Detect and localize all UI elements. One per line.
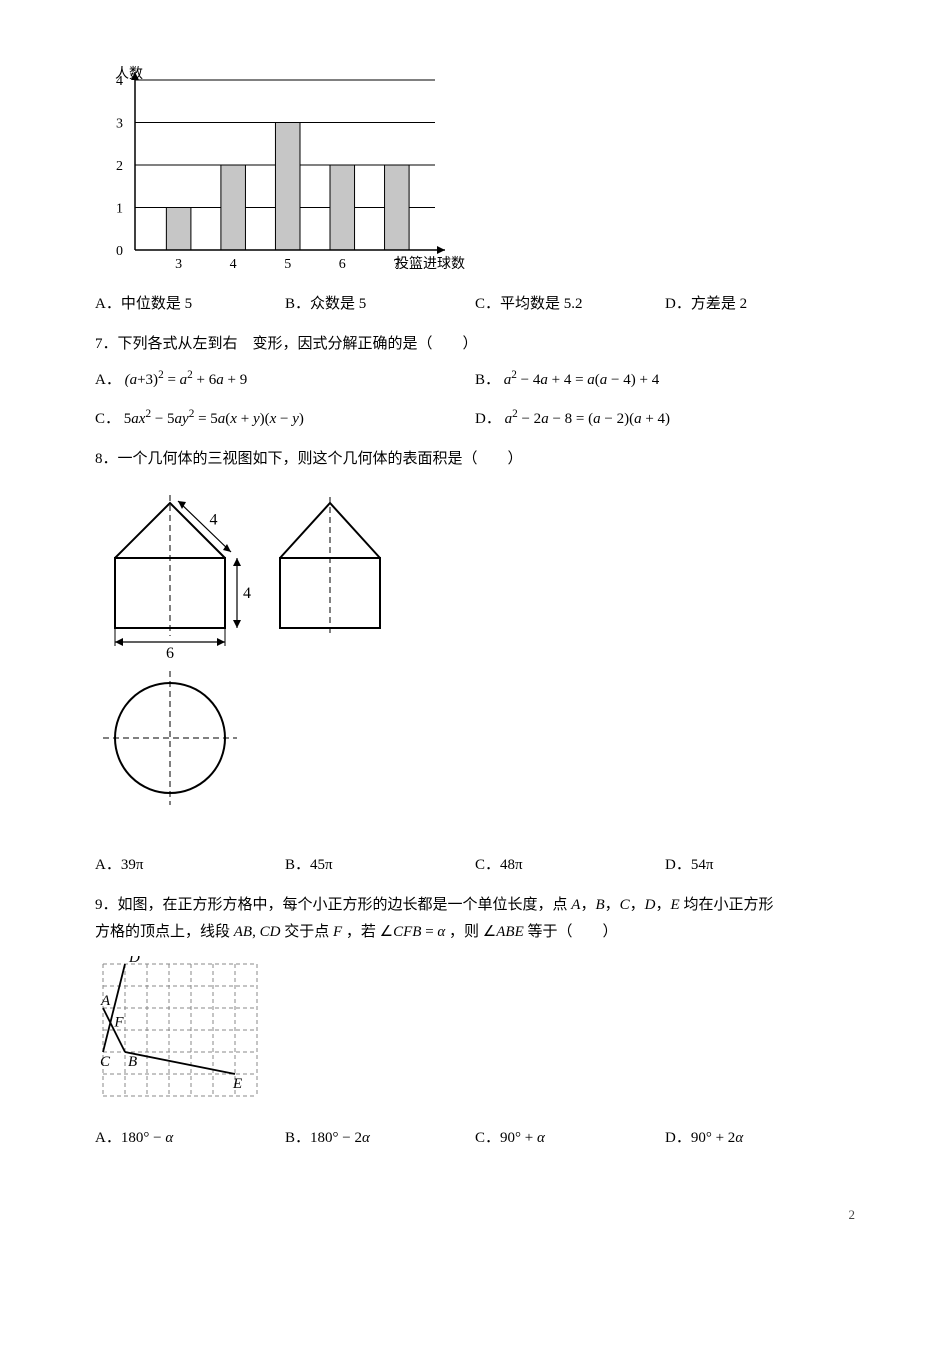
q9-t4: ，若 xyxy=(346,924,380,940)
q6-bar-chart: 0123434567人数投篮进球数 xyxy=(95,60,855,280)
q6-options: A．中位数是 5 B．众数是 5 C．平均数是 5.2 D．方差是 2 xyxy=(95,292,855,313)
q8-text: 8．一个几何体的三视图如下，则这个几何体的表面积是（ ） xyxy=(95,446,855,473)
q9-sep: ， xyxy=(580,897,595,913)
q9-options: A．180° − α B．180° − 2α C．90° + α D．90° +… xyxy=(95,1126,855,1147)
svg-text:1: 1 xyxy=(116,202,123,217)
q7-b-label: B． xyxy=(475,372,500,388)
svg-text:E: E xyxy=(232,1076,242,1092)
q7-text: 7．下列各式从左到右 变形，因式分解正确的是（ ） xyxy=(95,331,855,358)
svg-text:4: 4 xyxy=(243,585,251,602)
q9-d-label: D． xyxy=(665,1130,691,1146)
svg-text:2: 2 xyxy=(116,159,123,174)
q8-d-label: D． xyxy=(665,857,691,873)
svg-text:3: 3 xyxy=(175,257,182,272)
q8-c-val: 48π xyxy=(500,857,523,873)
q7-d-label: D． xyxy=(475,411,501,427)
q6-opt-a: A．中位数是 5 xyxy=(95,292,285,313)
q7-opt-d: D． a2 − 2a − 8 = (a − 2)(a + 4) xyxy=(475,407,855,428)
svg-text:C: C xyxy=(100,1054,111,1070)
q9-opt-b: B．180° − 2α xyxy=(285,1126,475,1147)
svg-text:0: 0 xyxy=(116,244,123,259)
q8-opt-a: A．39π xyxy=(95,853,285,874)
q9-a-label: A． xyxy=(95,1130,121,1146)
q9-ang2: ∠ABE xyxy=(483,924,524,940)
q6-opt-d: D．方差是 2 xyxy=(665,292,855,313)
svg-text:A: A xyxy=(100,993,111,1009)
q9-t5: ，则 xyxy=(449,924,483,940)
three-view-svg: 4 4 6 xyxy=(95,483,415,843)
q9-b-val: 180° − 2α xyxy=(310,1130,370,1146)
q9-opt-c: C．90° + α xyxy=(475,1126,665,1147)
q7-b-math: a2 − 4a + 4 = a(a − 4) + 4 xyxy=(504,372,659,388)
q9-t6: 等于（ ） xyxy=(528,924,618,940)
q8-diagram: 4 4 6 xyxy=(95,483,855,843)
q6-opt-c: C．平均数是 5.2 xyxy=(475,292,665,313)
q8-a-label: A． xyxy=(95,857,121,873)
q8-opt-b: B．45π xyxy=(285,853,475,874)
svg-text:3: 3 xyxy=(116,117,123,132)
q8-opt-c: C．48π xyxy=(475,853,665,874)
svg-text:投篮进球数: 投篮进球数 xyxy=(395,256,465,272)
q9-a-val: 180° − α xyxy=(121,1130,173,1146)
q9-ptF: F xyxy=(333,924,342,940)
q8-opt-d: D．54π xyxy=(665,853,855,874)
grid-diagram-svg: D A C B E F xyxy=(95,956,275,1116)
q9-ang1: ∠CFB = α xyxy=(380,924,446,940)
q9-t1: 9．如图，在正方形方格中，每个小正方形的边长都是一个单位长度，点 xyxy=(95,897,571,913)
svg-text:F: F xyxy=(113,1015,124,1031)
q8-c-label: C． xyxy=(475,857,500,873)
q8-a-val: 39π xyxy=(121,857,144,873)
svg-text:6: 6 xyxy=(166,645,174,662)
q8-b-val: 45π xyxy=(310,857,333,873)
q9-c-label: C． xyxy=(475,1130,500,1146)
svg-text:6: 6 xyxy=(339,257,346,272)
q9-d-val: 90° + 2α xyxy=(691,1130,743,1146)
q8-b-label: B． xyxy=(285,857,310,873)
q9-c-val: 90° + α xyxy=(500,1130,545,1146)
svg-text:人数: 人数 xyxy=(115,66,143,82)
q7-a-math: (a+3)2 = a2 + 6a + 9 xyxy=(125,372,248,388)
bar-chart-svg: 0123434567人数投篮进球数 xyxy=(95,60,475,280)
q7-options-row2: C． 5ax2 − 5ay2 = 5a(x + y)(x − y) D． a2 … xyxy=(95,407,855,428)
q7-d-math: a2 − 2a − 8 = (a − 2)(a + 4) xyxy=(505,411,670,427)
q9-t2b: 方格的顶点上，线段 xyxy=(95,924,234,940)
q7-opt-b: B． a2 − 4a + 4 = a(a − 4) + 4 xyxy=(475,368,855,389)
q8-options: A．39π B．45π C．48π D．54π xyxy=(95,853,855,874)
q9-opt-d: D．90° + 2α xyxy=(665,1126,855,1147)
q9-diagram: D A C B E F xyxy=(95,956,855,1116)
svg-text:D: D xyxy=(128,956,140,966)
q7-opt-c: C． 5ax2 − 5ay2 = 5a(x + y)(x − y) xyxy=(95,407,475,428)
q7-c-label: C． xyxy=(95,411,120,427)
q9-text: 9．如图，在正方形方格中，每个小正方形的边长都是一个单位长度，点 A，B，C，D… xyxy=(95,892,855,946)
q6-opt-b: B．众数是 5 xyxy=(285,292,475,313)
svg-text:4: 4 xyxy=(230,257,237,272)
svg-text:B: B xyxy=(128,1054,137,1070)
page-number: 2 xyxy=(95,1207,855,1223)
q7-a-label: A． xyxy=(95,372,121,388)
svg-text:4: 4 xyxy=(210,512,218,529)
svg-text:5: 5 xyxy=(284,257,291,272)
q9-b-label: B． xyxy=(285,1130,310,1146)
q7-c-math: 5ax2 − 5ay2 = 5a(x + y)(x − y) xyxy=(124,411,304,427)
q7-opt-a: A． (a+3)2 = a2 + 6a + 9 xyxy=(95,368,475,389)
page-root: 0123434567人数投篮进球数 A．中位数是 5 B．众数是 5 C．平均数… xyxy=(0,0,950,1263)
q7-options-row1: A． (a+3)2 = a2 + 6a + 9 B． a2 − 4a + 4 =… xyxy=(95,368,855,389)
q9-t3: 交于点 xyxy=(284,924,333,940)
q9-lines: AB, CD xyxy=(234,924,281,940)
q8-d-val: 54π xyxy=(691,857,714,873)
q9-opt-a: A．180° − α xyxy=(95,1126,285,1147)
q9-t2a: 均在小正方形 xyxy=(683,897,773,913)
